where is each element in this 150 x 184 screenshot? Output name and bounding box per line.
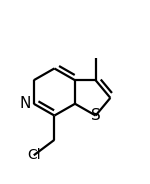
Text: N: N <box>20 96 31 111</box>
Text: S: S <box>91 108 101 123</box>
Text: Cl: Cl <box>27 148 41 162</box>
